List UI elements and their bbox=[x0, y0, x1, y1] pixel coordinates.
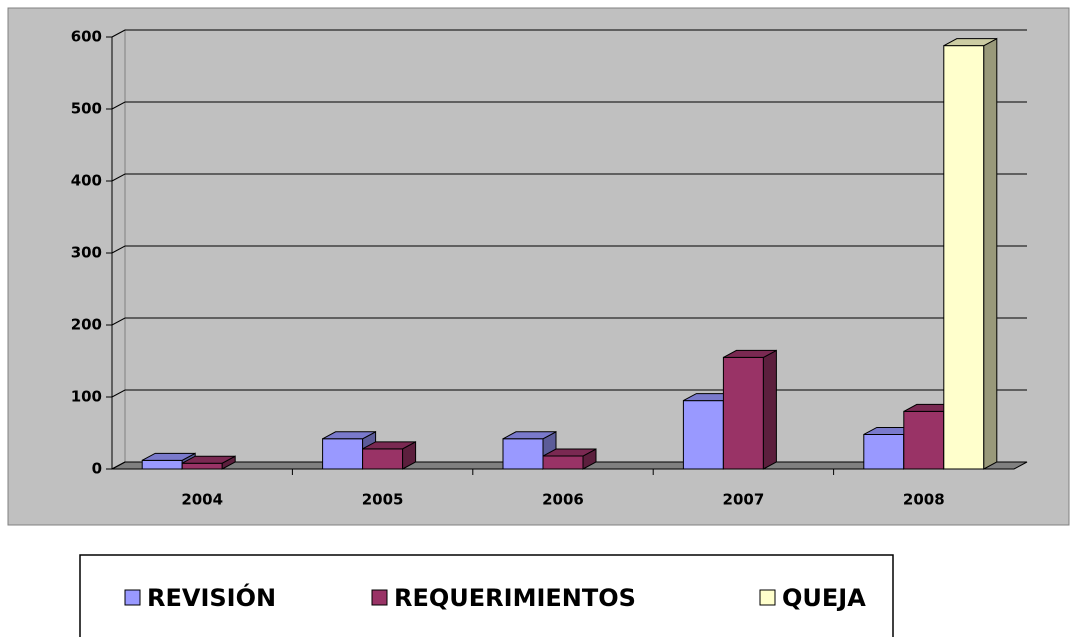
grid-line bbox=[111, 317, 1027, 326]
bar-face bbox=[943, 45, 985, 470]
bar bbox=[362, 441, 417, 470]
x-tick-label: 2008 bbox=[903, 491, 945, 509]
bar-face bbox=[141, 459, 183, 470]
grid-line bbox=[111, 29, 1027, 38]
bar bbox=[722, 349, 777, 470]
bar-face bbox=[723, 349, 777, 358]
bar-face bbox=[502, 431, 557, 440]
x-tick-label: 2006 bbox=[542, 491, 584, 509]
bar-face bbox=[983, 37, 998, 470]
bar-face bbox=[362, 441, 416, 450]
y-tick-label: 0 bbox=[92, 460, 102, 478]
legend-swatch bbox=[759, 589, 776, 606]
bar-face bbox=[181, 462, 223, 470]
grid-line bbox=[111, 245, 1027, 254]
legend-label: REQUERIMIENTOS bbox=[394, 584, 636, 612]
bar bbox=[322, 430, 377, 470]
bar-face bbox=[322, 438, 364, 470]
grid-line bbox=[111, 101, 1027, 110]
legend-label: REVISIÓN bbox=[147, 582, 276, 612]
legend-swatch bbox=[124, 589, 141, 606]
legend bbox=[79, 554, 894, 637]
x-tick-label: 2005 bbox=[362, 491, 404, 509]
y-tick-label: 300 bbox=[71, 244, 102, 262]
bar-face bbox=[181, 455, 236, 464]
bar-face bbox=[863, 433, 905, 470]
bar-face bbox=[542, 448, 597, 457]
bar-face bbox=[682, 400, 724, 470]
y-tick-label: 600 bbox=[71, 28, 102, 46]
bar bbox=[943, 37, 998, 470]
bar-face bbox=[762, 349, 777, 470]
bar-face bbox=[141, 452, 196, 461]
legend-swatch bbox=[371, 589, 388, 606]
y-tick-label: 500 bbox=[71, 100, 102, 118]
bar-face bbox=[542, 455, 584, 470]
y-tick-label: 200 bbox=[71, 316, 102, 334]
y-tick-label: 400 bbox=[71, 172, 102, 190]
x-tick-label: 2004 bbox=[181, 491, 223, 509]
bar-face bbox=[943, 38, 998, 47]
bar bbox=[542, 448, 597, 470]
bar-face bbox=[722, 356, 764, 470]
bar-face bbox=[362, 448, 404, 470]
bar-face bbox=[903, 410, 945, 470]
y-tick-label: 100 bbox=[71, 388, 102, 406]
legend-label: QUEJA bbox=[782, 584, 866, 612]
x-tick-label: 2007 bbox=[723, 491, 765, 509]
bar-face bbox=[502, 438, 544, 470]
bar bbox=[181, 455, 236, 470]
bar-face bbox=[322, 431, 376, 440]
grid-line bbox=[111, 173, 1027, 182]
